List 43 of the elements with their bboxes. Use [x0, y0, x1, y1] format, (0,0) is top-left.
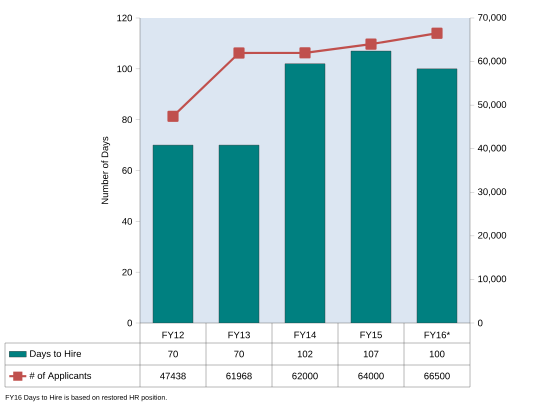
data-label: 102 — [298, 350, 312, 358]
x-tick-label: FY13 — [228, 332, 250, 338]
x-tick-label: FY14 — [294, 332, 316, 338]
legend-label: # of Applicants — [29, 372, 92, 381]
data-label: 64000 — [358, 372, 384, 380]
y-axis-title: Number of Days — [101, 136, 110, 204]
y2-tick-label: 40,000 — [478, 144, 506, 153]
y2-tick-label: 50,000 — [478, 101, 506, 110]
data-label: 107 — [364, 350, 378, 358]
point — [365, 38, 377, 50]
point — [233, 47, 245, 59]
x-tick-label: FY12 — [162, 332, 184, 338]
bar — [350, 50, 392, 323]
y-tick-label: 80 — [122, 116, 132, 124]
bar — [284, 64, 326, 323]
y-tick-label: 40 — [122, 218, 132, 225]
data-label: 61968 — [226, 372, 252, 380]
y2-tick-label: 0 — [478, 320, 482, 326]
bar — [218, 144, 260, 323]
y-tick-label: 120 — [117, 14, 132, 22]
y-tick-label: 60 — [122, 167, 132, 174]
data-label: 47438 — [160, 372, 186, 380]
point — [431, 28, 443, 39]
data-label: 62000 — [292, 372, 318, 380]
y2-tick-label: 60,000 — [478, 58, 506, 66]
y2-tick-label: 30,000 — [478, 188, 506, 196]
y-tick-label: 20 — [122, 268, 132, 276]
point — [299, 47, 311, 58]
y2-tick-label: 20,000 — [478, 232, 506, 240]
x-tick-label: FY15 — [360, 332, 382, 338]
bar — [416, 68, 458, 323]
data-label: 70 — [234, 350, 244, 358]
y-tick-label: 0 — [128, 320, 132, 326]
data-label: 100 — [430, 350, 445, 358]
x-tick-label: FY16* — [424, 332, 450, 338]
y2-tick-label: 70,000 — [478, 14, 506, 22]
data-label: 70 — [168, 350, 178, 358]
y-tick-label: 100 — [117, 65, 132, 72]
y2-tick-label: 10,000 — [478, 276, 506, 284]
data-label: 66500 — [424, 372, 450, 380]
bar — [152, 144, 194, 323]
point — [167, 110, 179, 122]
legend-label: Days to Hire — [30, 350, 82, 359]
